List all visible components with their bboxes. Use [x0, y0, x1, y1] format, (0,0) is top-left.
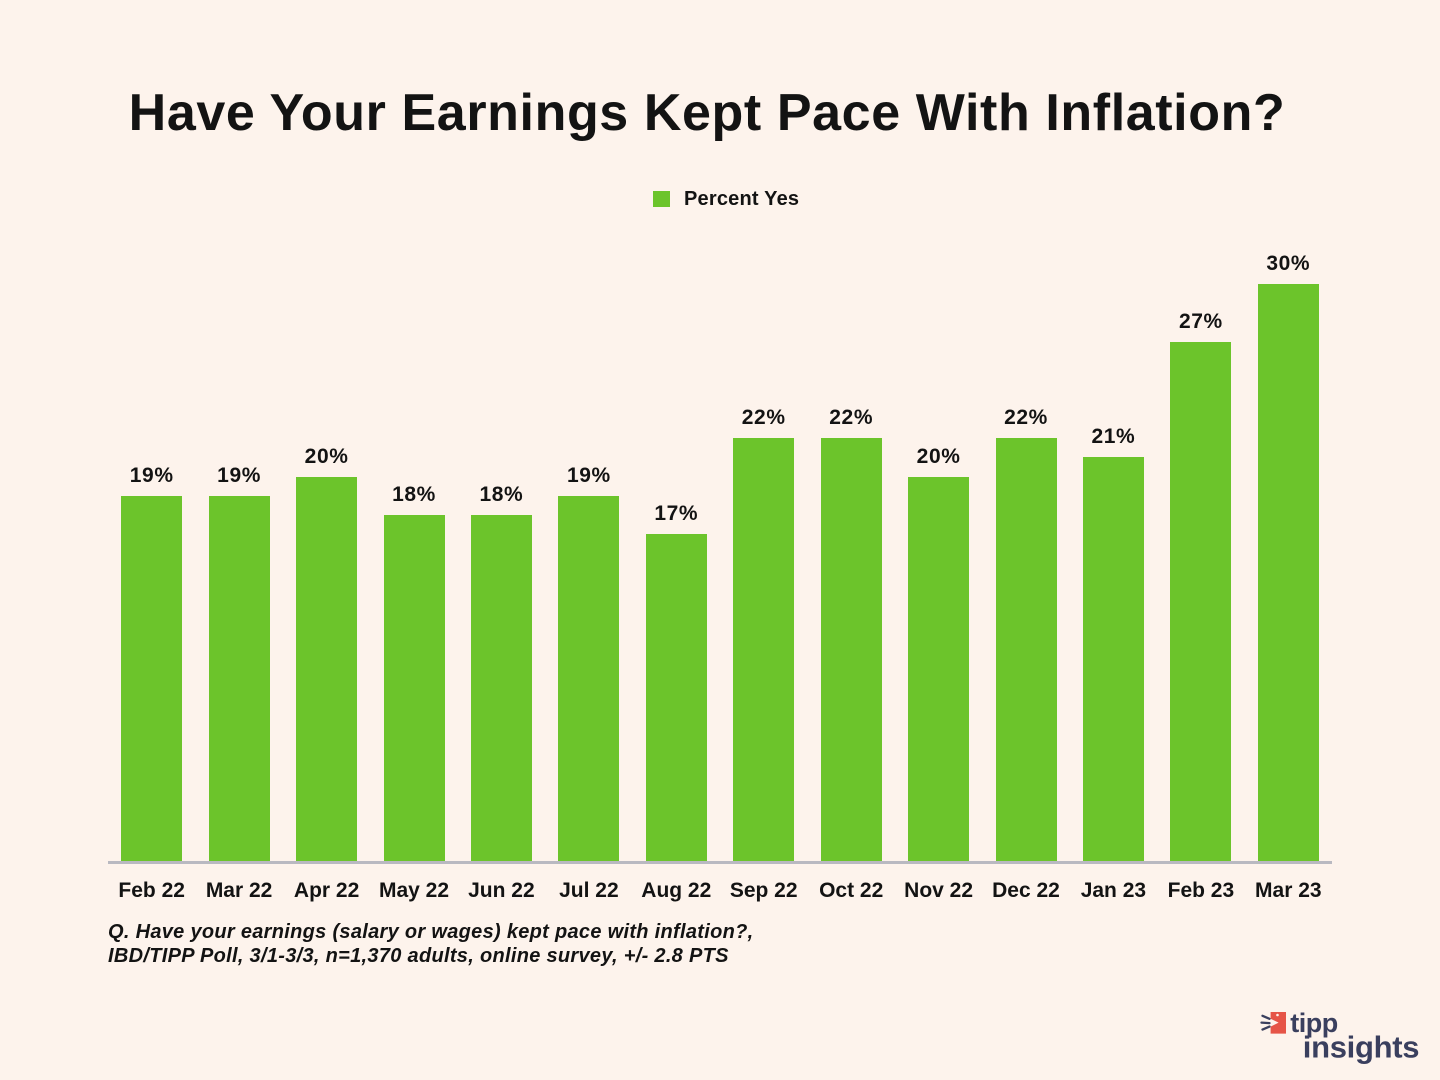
- svg-text:insights: insights: [1303, 1029, 1419, 1064]
- svg-text:tipp: tipp: [1290, 1008, 1337, 1038]
